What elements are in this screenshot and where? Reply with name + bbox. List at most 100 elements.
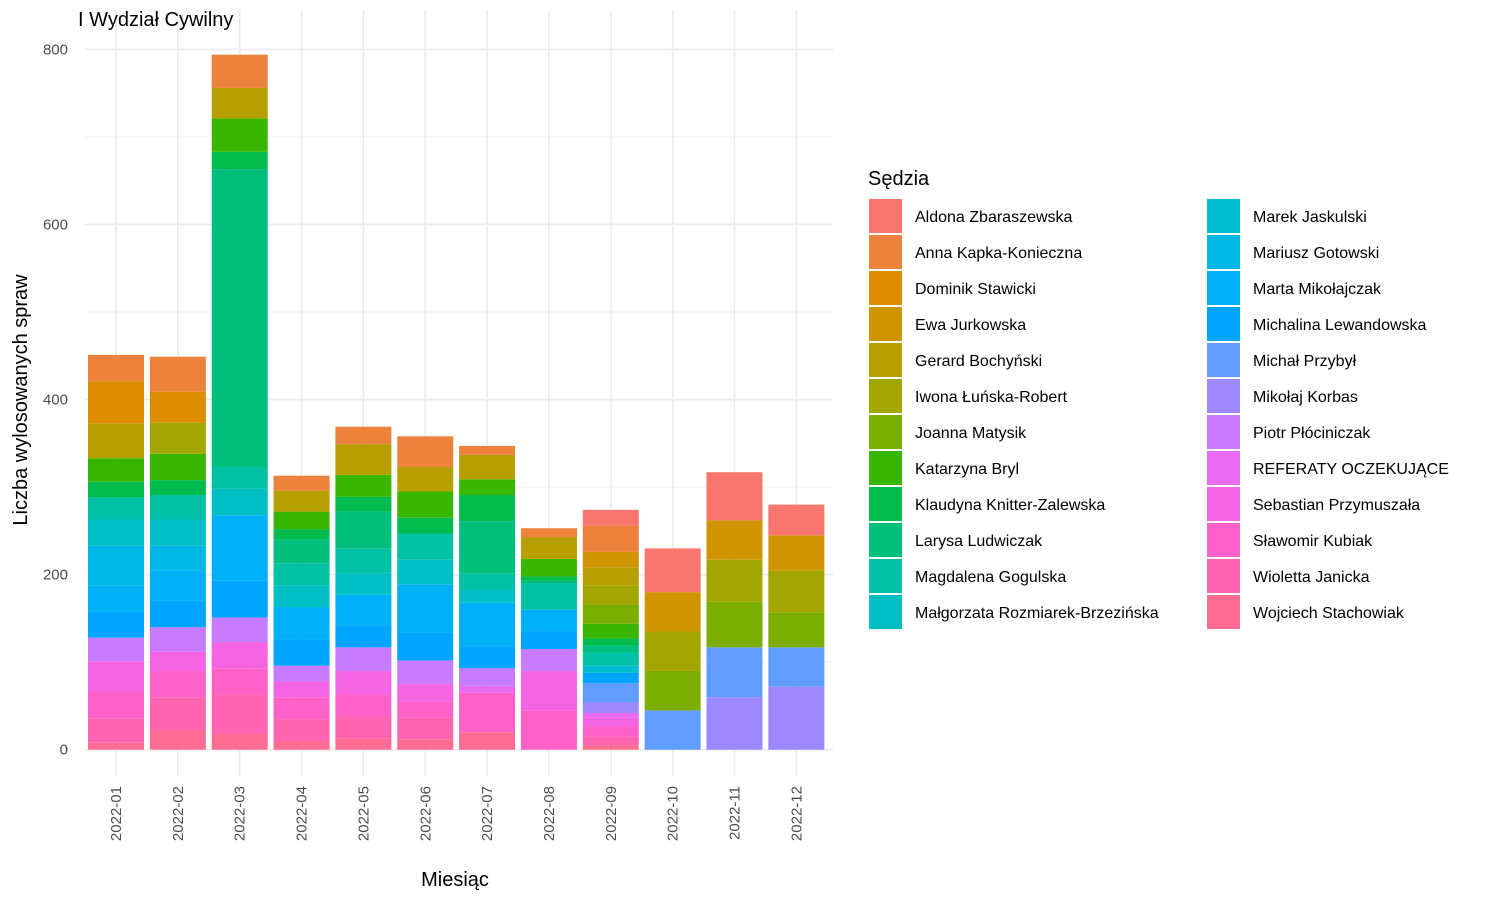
bar-segment	[397, 660, 454, 685]
legend-swatch	[1207, 271, 1240, 305]
bar-segment	[397, 717, 454, 740]
bar-segment	[397, 739, 454, 750]
legend-swatch	[869, 523, 902, 557]
x-tick-label: 2022-02	[170, 786, 187, 841]
bar-segment	[211, 118, 268, 152]
bar-segment	[582, 638, 639, 646]
legend-swatch	[869, 271, 902, 305]
bar-segment	[273, 529, 330, 540]
legend-swatch	[1207, 379, 1240, 413]
bar-segment	[582, 604, 639, 624]
bar-segment	[211, 580, 268, 618]
legend-label: Anna Kapka-Konieczna	[915, 245, 1082, 262]
bar-segment	[768, 570, 825, 613]
legend-swatch	[869, 307, 902, 341]
bar-segment	[335, 670, 392, 695]
x-tick-labels: 2022-01 2022-02 2022-03 2022-04 2022-05 2022-…	[108, 786, 805, 841]
bar-segment	[459, 589, 516, 603]
bar-segment	[335, 594, 392, 626]
bar-segment	[273, 539, 330, 564]
bar-segment	[582, 652, 639, 666]
bar-segment	[211, 694, 268, 734]
bar-segment	[459, 602, 516, 647]
bar-segment	[211, 642, 268, 669]
bar-segment	[582, 623, 639, 639]
bar-segment	[582, 672, 639, 684]
bar-segment	[149, 480, 206, 495]
y-tick-label: 600	[43, 216, 68, 233]
bar-segment	[582, 645, 639, 653]
x-tick-label: 2022-12	[788, 786, 805, 841]
x-tick-label: 2022-08	[541, 786, 558, 841]
bar-segment	[273, 511, 330, 530]
bar-segment	[149, 600, 206, 628]
legend-swatch	[869, 595, 902, 629]
bar-segment	[211, 617, 268, 643]
bar-segment	[644, 710, 701, 750]
bar-segment	[582, 509, 639, 526]
y-axis-title: Liczba wylosowanych spraw	[10, 274, 32, 526]
bar-segment	[149, 627, 206, 652]
bar-segment	[459, 732, 516, 750]
bar-segment	[211, 54, 268, 88]
bar-segment	[335, 647, 392, 671]
legend-label: Klaudyna Knitter-Zalewska	[915, 497, 1105, 514]
bar-segment	[211, 515, 268, 581]
legend-swatch	[1207, 451, 1240, 485]
x-tick-label: 2022-07	[479, 786, 496, 841]
bar-segment	[644, 631, 701, 671]
bar-segment	[273, 607, 330, 640]
bar-segment	[520, 558, 577, 577]
bar-segment	[706, 697, 763, 750]
bar-segment	[88, 497, 144, 520]
bar-segment	[582, 585, 639, 605]
bar-segment	[520, 528, 577, 538]
bar-segment	[397, 533, 454, 560]
bar-segment	[335, 738, 392, 750]
legend-label: Ewa Jurkowska	[915, 317, 1026, 334]
legend-label: Gerard Bochyński	[915, 353, 1042, 370]
bar-segment	[582, 551, 639, 568]
bar-segment	[397, 491, 454, 518]
bar-segment	[459, 573, 516, 590]
bar-segment	[273, 563, 330, 586]
bar-segment	[335, 548, 392, 573]
bar-segment	[459, 685, 516, 693]
legend-swatch	[1207, 595, 1240, 629]
bar-segment	[768, 647, 825, 687]
bar-segment	[335, 474, 392, 497]
bar-segment	[273, 681, 330, 698]
bar-segment	[520, 670, 577, 711]
bar-segment	[149, 453, 206, 481]
legend-label: Magdalena Gogulska	[915, 569, 1066, 586]
bar-segment	[644, 592, 701, 632]
legend-label: Iwona Łuńska-Robert	[915, 389, 1068, 406]
legend-label: Wioletta Janicka	[1253, 569, 1370, 586]
bar-segment	[335, 625, 392, 648]
legend-swatch	[1207, 415, 1240, 449]
bar-segment	[88, 585, 144, 612]
bar-segment	[706, 520, 763, 560]
bar-segment	[88, 718, 144, 743]
bar-segment	[273, 719, 330, 741]
bar-segment	[88, 519, 144, 546]
bar-segment	[706, 472, 763, 521]
bar-segment	[459, 646, 516, 669]
bar-segment	[459, 445, 516, 455]
y-tick-labels: 0 200 400 600 800	[43, 41, 68, 758]
bar-segment	[582, 665, 639, 673]
legend-label: Małgorzata Rozmiarek-Brzezińska	[915, 605, 1159, 622]
bar-segment	[88, 423, 144, 459]
legend-swatch	[1207, 343, 1240, 377]
bar-segment	[582, 736, 639, 746]
bars-layer	[88, 54, 825, 750]
bar-segment	[520, 710, 577, 750]
legend-items: Aldona Zbaraszewska Anna Kapka-Konieczna D…	[869, 199, 1449, 629]
legend-swatch	[869, 559, 902, 593]
bar-segment	[273, 490, 330, 512]
legend-swatch	[1207, 559, 1240, 593]
bar-segment	[459, 692, 516, 733]
bar-segment	[149, 570, 206, 601]
x-tick-label: 2022-10	[665, 786, 682, 841]
y-tick-label: 0	[60, 742, 68, 759]
